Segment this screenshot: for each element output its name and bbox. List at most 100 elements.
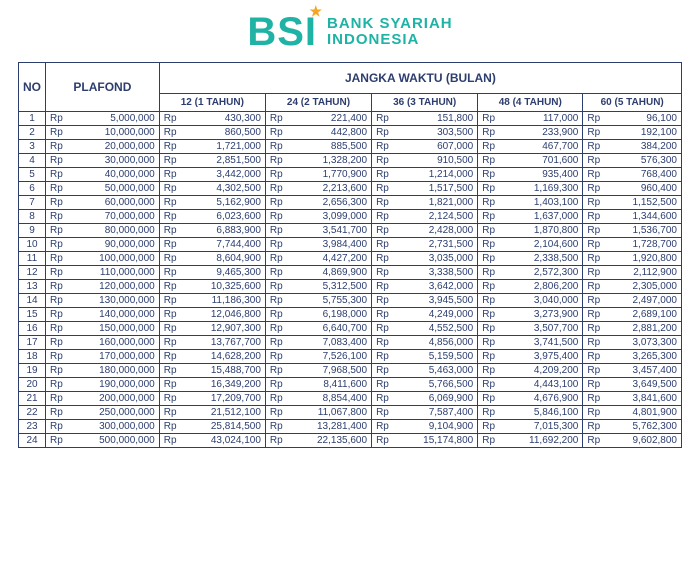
- cell-tenor-5: Rp2,881,200: [583, 322, 682, 336]
- cell-tenor-3: Rp2,731,500: [372, 238, 478, 252]
- cell-tenor-4: Rp2,572,300: [478, 266, 583, 280]
- cell-tenor-1: Rp13,767,700: [159, 336, 265, 350]
- cell-plafond: Rp150,000,000: [46, 322, 160, 336]
- cell-tenor-2: Rp3,099,000: [265, 210, 371, 224]
- cell-tenor-3: Rp1,821,000: [372, 196, 478, 210]
- cell-tenor-5: Rp3,649,500: [583, 378, 682, 392]
- table-row: 8Rp70,000,000Rp6,023,600Rp3,099,000Rp2,1…: [19, 210, 682, 224]
- cell-no: 8: [19, 210, 46, 224]
- cell-plafond: Rp20,000,000: [46, 140, 160, 154]
- table-row: 7Rp60,000,000Rp5,162,900Rp2,656,300Rp1,8…: [19, 196, 682, 210]
- cell-no: 4: [19, 154, 46, 168]
- cell-plafond: Rp500,000,000: [46, 434, 160, 448]
- table-row: 11Rp100,000,000Rp8,604,900Rp4,427,200Rp3…: [19, 252, 682, 266]
- cell-tenor-2: Rp7,083,400: [265, 336, 371, 350]
- cell-tenor-2: Rp6,640,700: [265, 322, 371, 336]
- pricing-table: NO PLAFOND JANGKA WAKTU (BULAN) 12 (1 TA…: [18, 62, 682, 448]
- table-row: 12Rp110,000,000Rp9,465,300Rp4,869,900Rp3…: [19, 266, 682, 280]
- cell-plafond: Rp250,000,000: [46, 406, 160, 420]
- cell-tenor-3: Rp4,856,000: [372, 336, 478, 350]
- cell-tenor-1: Rp6,883,900: [159, 224, 265, 238]
- table-row: 22Rp250,000,000Rp21,512,100Rp11,067,800R…: [19, 406, 682, 420]
- cell-tenor-2: Rp8,854,400: [265, 392, 371, 406]
- table-row: 21Rp200,000,000Rp17,209,700Rp8,854,400Rp…: [19, 392, 682, 406]
- brand-fullname: BANK SYARIAH INDONESIA: [327, 16, 453, 49]
- cell-tenor-1: Rp21,512,100: [159, 406, 265, 420]
- cell-tenor-1: Rp10,325,600: [159, 280, 265, 294]
- cell-plafond: Rp160,000,000: [46, 336, 160, 350]
- cell-plafond: Rp10,000,000: [46, 126, 160, 140]
- cell-tenor-3: Rp1,214,000: [372, 168, 478, 182]
- table-row: 10Rp90,000,000Rp7,744,400Rp3,984,400Rp2,…: [19, 238, 682, 252]
- cell-tenor-3: Rp15,174,800: [372, 434, 478, 448]
- cell-tenor-5: Rp1,344,600: [583, 210, 682, 224]
- cell-tenor-2: Rp7,968,500: [265, 364, 371, 378]
- cell-tenor-2: Rp6,198,000: [265, 308, 371, 322]
- cell-tenor-4: Rp2,104,600: [478, 238, 583, 252]
- cell-plafond: Rp5,000,000: [46, 112, 160, 126]
- cell-plafond: Rp110,000,000: [46, 266, 160, 280]
- cell-tenor-4: Rp1,870,800: [478, 224, 583, 238]
- cell-tenor-4: Rp4,209,200: [478, 364, 583, 378]
- table-row: 3Rp20,000,000Rp1,721,000Rp885,500Rp607,0…: [19, 140, 682, 154]
- cell-tenor-1: Rp5,162,900: [159, 196, 265, 210]
- cell-tenor-5: Rp2,689,100: [583, 308, 682, 322]
- cell-tenor-2: Rp5,755,300: [265, 294, 371, 308]
- cell-tenor-3: Rp7,587,400: [372, 406, 478, 420]
- brand-shortname: BSI ★: [247, 12, 317, 52]
- cell-plafond: Rp140,000,000: [46, 308, 160, 322]
- cell-tenor-4: Rp467,700: [478, 140, 583, 154]
- cell-tenor-1: Rp9,465,300: [159, 266, 265, 280]
- cell-tenor-2: Rp4,427,200: [265, 252, 371, 266]
- table-row: 17Rp160,000,000Rp13,767,700Rp7,083,400Rp…: [19, 336, 682, 350]
- cell-tenor-2: Rp4,869,900: [265, 266, 371, 280]
- col-tenor-12: 12 (1 TAHUN): [159, 94, 265, 112]
- cell-tenor-1: Rp860,500: [159, 126, 265, 140]
- table-row: 24Rp500,000,000Rp43,024,100Rp22,135,600R…: [19, 434, 682, 448]
- cell-tenor-1: Rp8,604,900: [159, 252, 265, 266]
- cell-tenor-5: Rp192,100: [583, 126, 682, 140]
- cell-plafond: Rp170,000,000: [46, 350, 160, 364]
- cell-tenor-3: Rp3,035,000: [372, 252, 478, 266]
- table-row: 20Rp190,000,000Rp16,349,200Rp8,411,600Rp…: [19, 378, 682, 392]
- cell-tenor-1: Rp14,628,200: [159, 350, 265, 364]
- cell-tenor-4: Rp233,900: [478, 126, 583, 140]
- cell-no: 21: [19, 392, 46, 406]
- cell-tenor-2: Rp13,281,400: [265, 420, 371, 434]
- cell-tenor-5: Rp1,728,700: [583, 238, 682, 252]
- cell-tenor-5: Rp3,841,600: [583, 392, 682, 406]
- cell-plafond: Rp130,000,000: [46, 294, 160, 308]
- cell-tenor-3: Rp1,517,500: [372, 182, 478, 196]
- cell-tenor-3: Rp3,338,500: [372, 266, 478, 280]
- cell-no: 20: [19, 378, 46, 392]
- table-row: 18Rp170,000,000Rp14,628,200Rp7,526,100Rp…: [19, 350, 682, 364]
- cell-tenor-3: Rp6,069,900: [372, 392, 478, 406]
- cell-tenor-1: Rp1,721,000: [159, 140, 265, 154]
- cell-tenor-1: Rp16,349,200: [159, 378, 265, 392]
- cell-tenor-4: Rp4,443,100: [478, 378, 583, 392]
- table-row: 1Rp5,000,000Rp430,300Rp221,400Rp151,800R…: [19, 112, 682, 126]
- cell-tenor-4: Rp3,741,500: [478, 336, 583, 350]
- cell-tenor-4: Rp3,975,400: [478, 350, 583, 364]
- cell-tenor-4: Rp701,600: [478, 154, 583, 168]
- cell-tenor-2: Rp1,328,200: [265, 154, 371, 168]
- cell-tenor-5: Rp768,400: [583, 168, 682, 182]
- cell-no: 13: [19, 280, 46, 294]
- cell-tenor-3: Rp5,159,500: [372, 350, 478, 364]
- cell-no: 5: [19, 168, 46, 182]
- cell-tenor-3: Rp3,945,500: [372, 294, 478, 308]
- cell-tenor-4: Rp2,338,500: [478, 252, 583, 266]
- brand-logo: BSI ★ BANK SYARIAH INDONESIA: [0, 0, 700, 62]
- cell-tenor-5: Rp96,100: [583, 112, 682, 126]
- cell-tenor-2: Rp5,312,500: [265, 280, 371, 294]
- col-jangka-group: JANGKA WAKTU (BULAN): [159, 63, 681, 94]
- cell-tenor-5: Rp2,497,000: [583, 294, 682, 308]
- table-row: 5Rp40,000,000Rp3,442,000Rp1,770,900Rp1,2…: [19, 168, 682, 182]
- cell-tenor-3: Rp910,500: [372, 154, 478, 168]
- cell-plafond: Rp70,000,000: [46, 210, 160, 224]
- cell-tenor-2: Rp1,770,900: [265, 168, 371, 182]
- col-tenor-48: 48 (4 TAHUN): [478, 94, 583, 112]
- cell-tenor-2: Rp8,411,600: [265, 378, 371, 392]
- star-icon: ★: [309, 4, 323, 18]
- cell-tenor-2: Rp221,400: [265, 112, 371, 126]
